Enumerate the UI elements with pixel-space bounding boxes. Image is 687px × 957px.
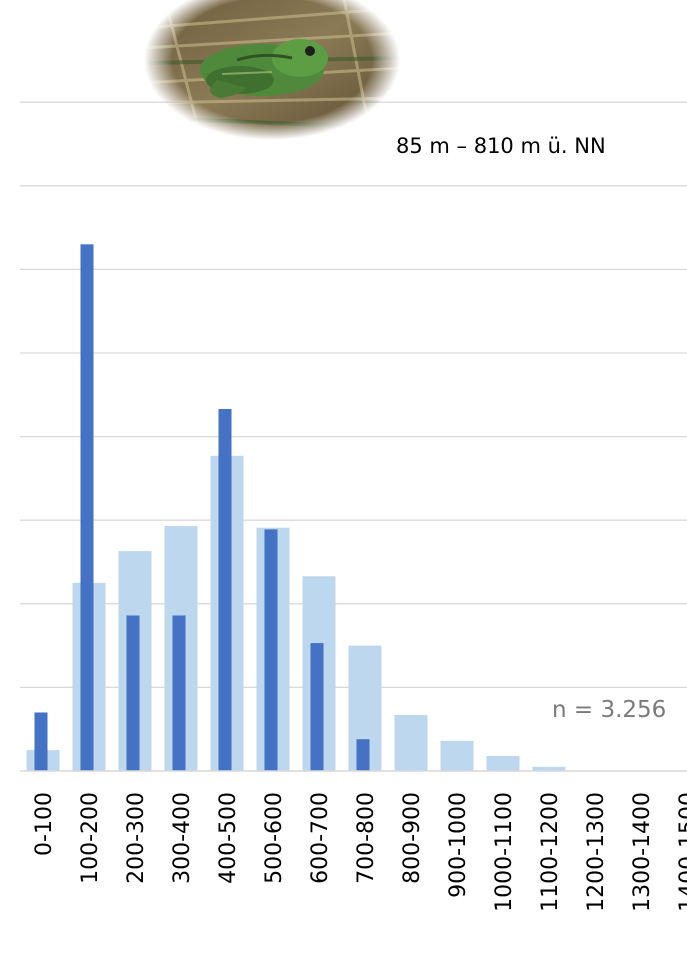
x-tick-label: 800-900 bbox=[400, 792, 425, 884]
x-tick-label: 200-300 bbox=[124, 792, 149, 884]
bar-dark-600-700 bbox=[310, 643, 324, 771]
bar-light-1000-1100 bbox=[486, 755, 520, 771]
bar-dark-0-100 bbox=[34, 712, 48, 771]
bar-dark-700-800 bbox=[356, 739, 370, 771]
x-tick-label: 1200-1300 bbox=[584, 792, 609, 912]
bar-dark-400-500 bbox=[218, 409, 232, 771]
x-tick-label: 500-600 bbox=[262, 792, 287, 884]
bar-dark-300-400 bbox=[172, 615, 186, 771]
x-tick-label: 1100-1200 bbox=[538, 792, 563, 912]
x-tick-label: 0-100 bbox=[32, 792, 57, 856]
bar-light-800-900 bbox=[394, 714, 428, 771]
bar-dark-200-300 bbox=[126, 615, 140, 771]
bar-light-900-1000 bbox=[440, 740, 474, 771]
bar-dark-500-600 bbox=[264, 529, 278, 771]
x-tick-label: 1300-1400 bbox=[630, 792, 655, 912]
bar-light-1100-1200 bbox=[532, 766, 566, 771]
x-tick-label: 300-400 bbox=[170, 792, 195, 884]
x-tick-label: 600-700 bbox=[308, 792, 333, 884]
x-tick-label: 1000-1100 bbox=[492, 792, 517, 912]
bars bbox=[26, 244, 566, 771]
frog-photo bbox=[142, 0, 402, 143]
x-tick-label: 900-1000 bbox=[446, 792, 471, 898]
sample-size-label: n = 3.256 bbox=[552, 697, 667, 723]
x-tick-labels: 0-100 100-200 200-300 300-400 400-500 500-600… bbox=[32, 792, 687, 912]
x-tick-label: 100-200 bbox=[78, 792, 103, 884]
x-tick-label: 700-800 bbox=[354, 792, 379, 884]
elevation-range-label: 85 m – 810 m ü. NN bbox=[396, 134, 606, 158]
x-tick-label: 1400-1500 bbox=[676, 792, 687, 912]
bar-dark-100-200 bbox=[80, 244, 94, 771]
x-tick-label: 400-500 bbox=[216, 792, 241, 884]
